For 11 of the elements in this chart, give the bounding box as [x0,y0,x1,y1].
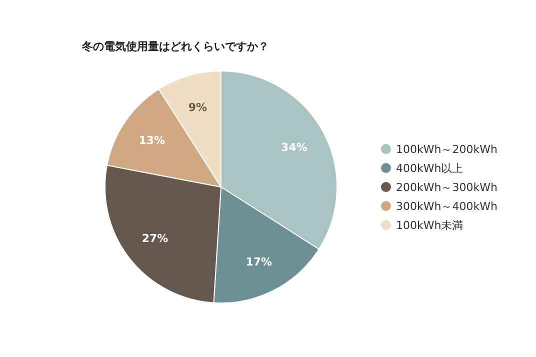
legend-label: 200kWh～300kWh [396,181,498,194]
legend-label: 100kWh未満 [396,219,464,232]
data-label: 27% [142,232,168,246]
legend-label: 400kWh以上 [396,162,464,175]
legend-label: 100kWh～200kWh [396,143,498,156]
data-label: 9% [188,100,208,114]
legend-label: 300kWh～400kWh [396,200,498,213]
data-label: 34% [281,140,308,154]
data-label: 17% [246,255,272,268]
data-label: 13% [138,134,166,148]
chart-title: 冬の電気使用量はどれくらいですか？ [81,40,269,53]
